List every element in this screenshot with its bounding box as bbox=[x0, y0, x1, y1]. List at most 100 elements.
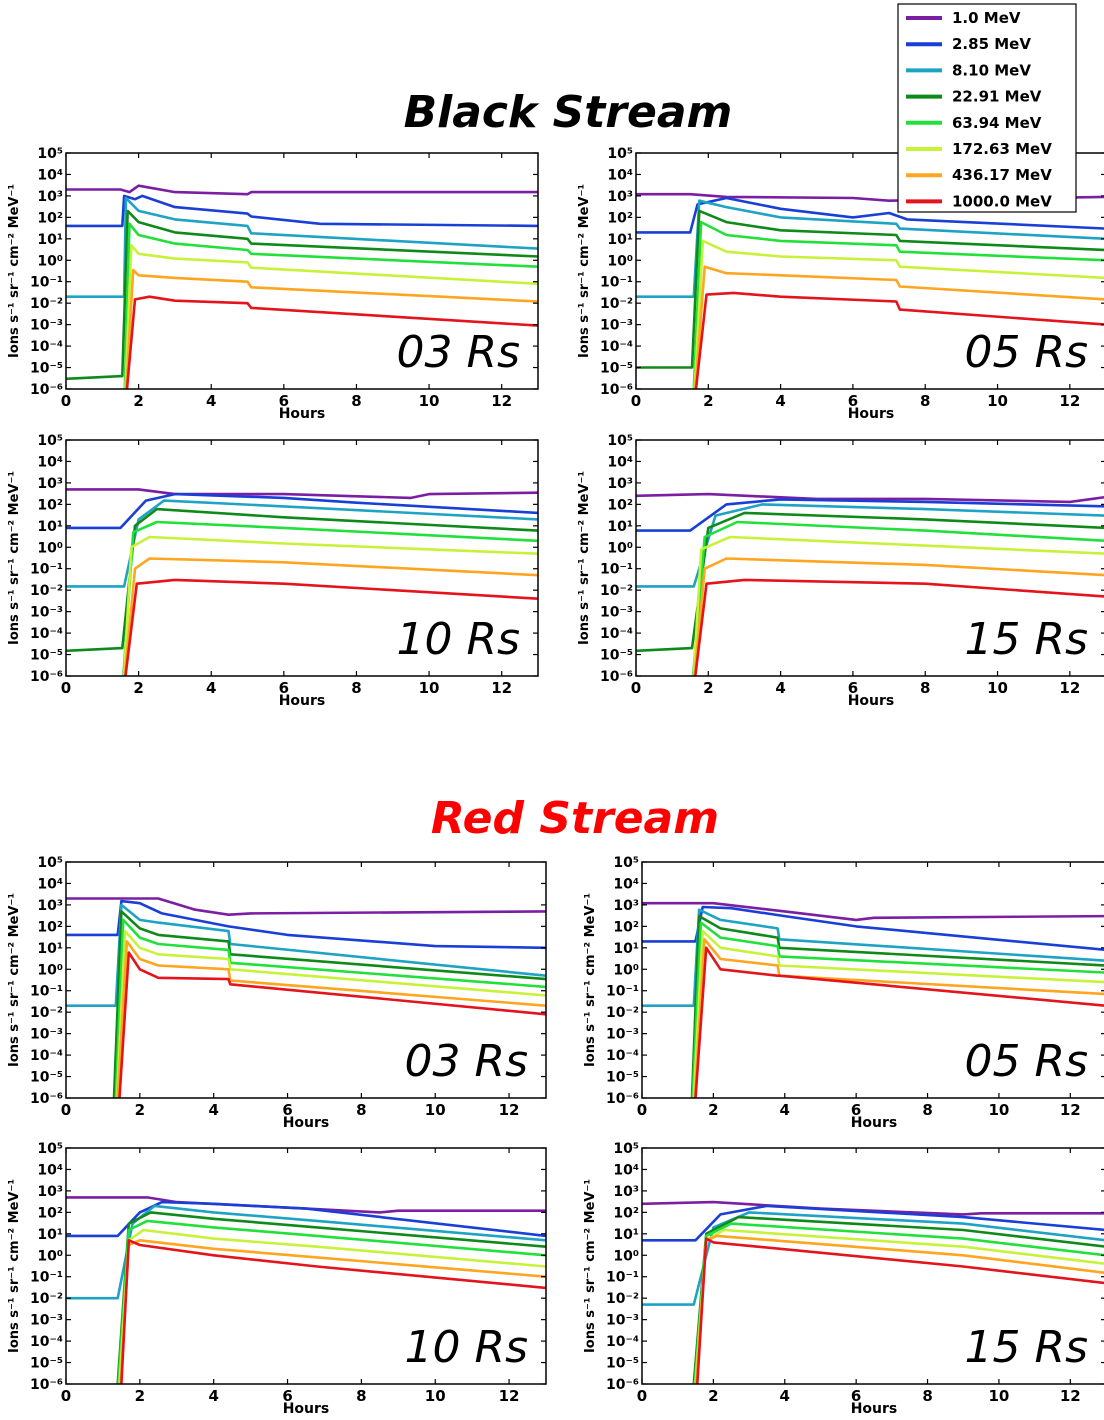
series-line bbox=[66, 492, 538, 530]
y-tick-label: 10⁴ bbox=[607, 454, 633, 470]
y-tick-label: 10⁵ bbox=[37, 433, 63, 449]
y-tick-label: 10⁻⁶ bbox=[30, 1377, 63, 1393]
y-tick-label: 10⁻¹ bbox=[606, 984, 639, 1000]
x-tick-label: 2 bbox=[133, 679, 143, 697]
series-line bbox=[642, 1204, 1104, 1242]
panel-label: 03 Rs bbox=[405, 1036, 528, 1087]
x-tick-label: 8 bbox=[351, 679, 361, 697]
x-axis-label: Hours bbox=[851, 1401, 898, 1417]
section-title-red-stream: Red Stream bbox=[431, 793, 719, 844]
x-tick-label: 2 bbox=[135, 1387, 145, 1405]
x-axis-label: Hours bbox=[851, 1115, 898, 1131]
series-line bbox=[66, 196, 538, 298]
x-tick-label: 10 bbox=[987, 392, 1008, 410]
y-tick-label: 10⁻³ bbox=[30, 318, 63, 334]
y-tick-label: 10⁻⁴ bbox=[30, 1048, 63, 1064]
y-tick-label: 10¹ bbox=[607, 519, 633, 535]
y-tick-label: 10⁰ bbox=[613, 1248, 639, 1264]
y-tick-label: 10³ bbox=[607, 476, 633, 492]
y-tick-label: 10³ bbox=[37, 189, 63, 205]
y-tick-label: 10⁰ bbox=[37, 253, 63, 269]
y-tick-label: 10⁵ bbox=[613, 855, 639, 871]
x-tick-label: 8 bbox=[356, 1387, 366, 1405]
y-tick-label: 10⁻² bbox=[600, 583, 633, 599]
y-tick-label: 10⁻¹ bbox=[30, 562, 63, 578]
x-tick-label: 4 bbox=[206, 679, 216, 697]
y-tick-label: 10¹ bbox=[613, 941, 639, 957]
series-line bbox=[696, 1237, 1104, 1384]
panel-label: 15 Rs bbox=[965, 614, 1088, 665]
y-tick-label: 10⁻⁵ bbox=[606, 1356, 639, 1372]
x-tick-label: 6 bbox=[279, 392, 289, 410]
x-tick-label: 8 bbox=[356, 1101, 366, 1119]
legend-label: 436.17 MeV bbox=[952, 166, 1052, 184]
legend-entry: 63.94 MeV bbox=[906, 114, 1042, 132]
x-tick-label: 0 bbox=[631, 679, 641, 697]
series-line bbox=[125, 268, 538, 389]
legend-entry: 8.10 MeV bbox=[906, 61, 1031, 79]
chart-panel: 0 2 4 6 8 10 12 10⁻⁶ 10⁻⁵ 10⁻⁴ 10⁻³ 10⁻² 10⁻¹ 10⁰ 10¹ 1… bbox=[7, 433, 539, 709]
y-tick-label: 10⁻² bbox=[600, 296, 633, 312]
y-tick-label: 10² bbox=[613, 919, 639, 935]
y-axis-label: Ions s⁻¹ sr⁻¹ cm⁻² MeV⁻¹ bbox=[577, 184, 592, 358]
y-tick-label: 10⁴ bbox=[37, 454, 63, 470]
panel-label: 05 Rs bbox=[965, 1036, 1088, 1087]
y-tick-label: 10⁻³ bbox=[30, 1313, 63, 1329]
x-tick-label: 8 bbox=[922, 1101, 932, 1119]
x-tick-label: 4 bbox=[208, 1101, 218, 1119]
y-tick-label: 10⁴ bbox=[37, 1162, 63, 1178]
plot-frame bbox=[65, 152, 539, 390]
y-tick-label: 10³ bbox=[37, 898, 63, 914]
x-tick-label: 10 bbox=[988, 1387, 1009, 1405]
y-tick-label: 10⁻⁶ bbox=[30, 669, 63, 685]
series-line bbox=[125, 295, 538, 389]
series-line bbox=[636, 196, 1104, 234]
chart-panel: 0 2 4 6 8 10 12 10⁻⁶ 10⁻⁵ 10⁻⁴ 10⁻³ 10⁻² 10⁻¹ 10⁰ 10¹ 1… bbox=[7, 1141, 547, 1417]
chart-panel: 0 2 4 6 8 10 12 10⁻⁶ 10⁻⁵ 10⁻⁴ 10⁻³ 10⁻² 10⁻¹ 10⁰ 10¹ 1… bbox=[7, 146, 539, 422]
y-tick-label: 10⁻⁴ bbox=[606, 1334, 639, 1350]
y-tick-label: 10⁻⁶ bbox=[606, 1091, 639, 1107]
y-tick-label: 10⁻³ bbox=[30, 1027, 63, 1043]
x-tick-label: 4 bbox=[775, 679, 785, 697]
legend-entry: 22.91 MeV bbox=[906, 88, 1042, 106]
legend: 1.0 MeV 2.85 MeV 8.10 MeV 22.91 MeV 63.94 Me… bbox=[897, 3, 1077, 213]
plot-frame bbox=[65, 439, 539, 677]
y-tick-label: 10⁰ bbox=[607, 253, 633, 269]
x-tick-label: 4 bbox=[780, 1101, 790, 1119]
series-line bbox=[66, 903, 546, 1007]
x-tick-label: 12 bbox=[1059, 392, 1080, 410]
series-line bbox=[693, 938, 1104, 1098]
x-tick-label: 2 bbox=[708, 1101, 718, 1119]
x-tick-label: 0 bbox=[61, 392, 71, 410]
x-tick-label: 12 bbox=[1060, 1101, 1081, 1119]
legend-label: 1.0 MeV bbox=[952, 9, 1021, 27]
series-line bbox=[642, 908, 1104, 1007]
legend-label: 172.63 MeV bbox=[952, 140, 1052, 158]
y-tick-label: 10⁻³ bbox=[606, 1313, 639, 1329]
y-tick-label: 10¹ bbox=[37, 941, 63, 957]
x-tick-label: 4 bbox=[208, 1387, 218, 1405]
legend-label: 2.85 MeV bbox=[952, 35, 1031, 53]
series-line bbox=[693, 239, 1104, 389]
y-tick-label: 10⁻¹ bbox=[606, 1270, 639, 1286]
legend-entry: 436.17 MeV bbox=[906, 166, 1052, 184]
y-tick-label: 10⁻⁴ bbox=[606, 1048, 639, 1064]
y-tick-label: 10⁵ bbox=[37, 146, 63, 162]
y-tick-label: 10⁻³ bbox=[600, 605, 633, 621]
y-tick-label: 10³ bbox=[613, 898, 639, 914]
series-line bbox=[691, 921, 1104, 1098]
series-line bbox=[694, 946, 1104, 1098]
series-line bbox=[642, 905, 1104, 952]
x-tick-label: 2 bbox=[135, 1101, 145, 1119]
y-axis-label: Ions s⁻¹ sr⁻¹ cm⁻² MeV⁻¹ bbox=[583, 893, 598, 1067]
y-tick-label: 10⁻³ bbox=[30, 605, 63, 621]
y-axis-label: Ions s⁻¹ sr⁻¹ cm⁻² MeV⁻¹ bbox=[7, 471, 22, 645]
y-tick-label: 10¹ bbox=[37, 232, 63, 248]
plot-frame bbox=[65, 861, 547, 1099]
y-tick-label: 10¹ bbox=[607, 232, 633, 248]
y-tick-label: 10⁴ bbox=[613, 876, 639, 892]
x-tick-label: 0 bbox=[61, 1101, 71, 1119]
y-tick-label: 10³ bbox=[37, 1184, 63, 1200]
panel-label: 10 Rs bbox=[405, 1322, 528, 1373]
